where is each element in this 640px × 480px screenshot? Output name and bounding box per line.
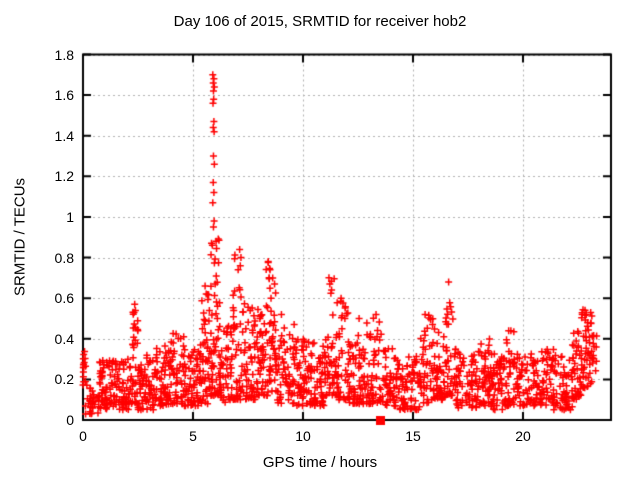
y-tick-label: 1.8 [54, 46, 74, 63]
y-tick-label: 1.6 [54, 87, 74, 104]
y-tick-label: 0.4 [54, 330, 74, 347]
y-tick-label: 1.4 [54, 127, 74, 144]
y-tick-label: 0.2 [54, 371, 74, 388]
x-tick-label: 20 [515, 428, 531, 444]
chart-title: Day 106 of 2015, SRMTID for receiver hob… [173, 13, 467, 30]
y-axis-label: SRMTID / TECUs [11, 177, 29, 297]
y-tick-label: 0.8 [54, 249, 74, 266]
y-tick-label: 1.2 [54, 168, 74, 185]
y-tick-label: 0.6 [54, 290, 74, 307]
y-tick-label: 0 [66, 412, 74, 428]
x-tick-label: 15 [405, 428, 421, 444]
y-tick-label: 1 [66, 208, 74, 225]
x-tick-label: 10 [295, 428, 311, 444]
x-tick-label: 5 [189, 428, 197, 444]
x-axis-label: GPS time / hours [262, 454, 378, 471]
x-tick-label: 0 [79, 428, 87, 444]
